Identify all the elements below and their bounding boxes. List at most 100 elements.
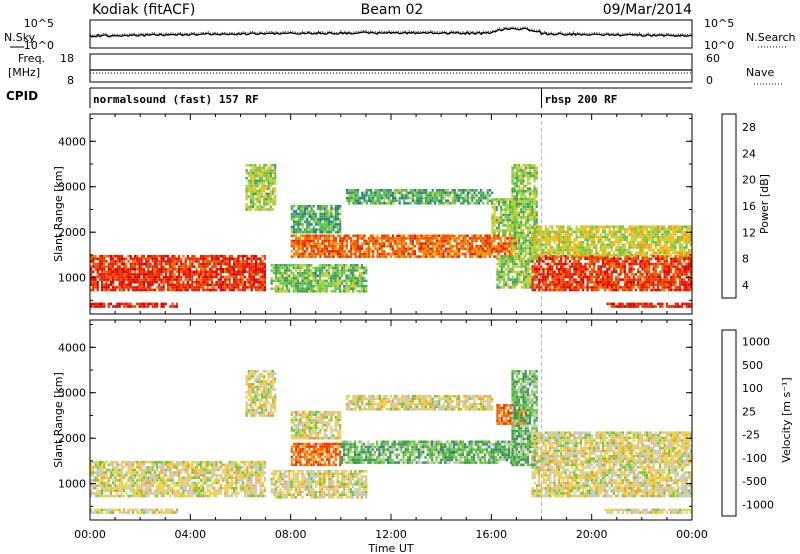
data-cell	[557, 288, 561, 292]
data-cell	[345, 264, 348, 267]
data-cell	[376, 237, 379, 240]
data-cell	[398, 237, 401, 240]
data-cell	[374, 247, 377, 251]
data-cell	[405, 191, 408, 195]
data-cell	[336, 210, 340, 213]
data-cell	[332, 220, 335, 224]
data-cell	[400, 189, 403, 192]
data-cell	[142, 280, 145, 284]
data-cell	[632, 257, 635, 261]
data-cell	[336, 230, 340, 234]
data-cell	[306, 207, 309, 211]
data-cell	[531, 257, 534, 261]
data-cell	[641, 260, 644, 263]
data-cell	[568, 267, 572, 271]
data-cell	[416, 239, 419, 243]
data-cell	[615, 278, 618, 281]
data-cell	[557, 280, 561, 284]
data-cell	[497, 203, 501, 206]
data-cell	[604, 235, 607, 239]
data-cell	[347, 287, 350, 290]
data-cell	[670, 288, 673, 292]
data-cell	[496, 286, 499, 289]
data-cell	[608, 302, 611, 306]
data-cell	[321, 228, 324, 231]
data-cell	[610, 248, 613, 252]
data-cell	[584, 257, 587, 261]
data-cell	[352, 287, 355, 290]
data-cell	[425, 199, 428, 202]
data-cell	[546, 233, 550, 236]
data-cell	[420, 255, 423, 258]
data-cell	[579, 225, 583, 228]
data-cell	[245, 205, 248, 209]
data-cell	[208, 260, 211, 263]
data-cell	[466, 244, 469, 248]
data-cell	[204, 260, 207, 263]
data-cell	[356, 202, 359, 205]
data-cell	[566, 280, 569, 284]
data-cell	[533, 267, 536, 271]
data-cell	[336, 252, 340, 256]
data-cell	[288, 290, 291, 293]
data-cell	[462, 237, 465, 240]
data-cell	[343, 264, 346, 267]
data-cell	[553, 270, 556, 274]
data-cell	[659, 270, 662, 274]
data-cell	[138, 257, 141, 261]
data-cell	[477, 255, 480, 258]
data-cell	[586, 262, 589, 266]
data-cell	[361, 234, 364, 238]
data-cell	[529, 197, 532, 201]
data-cell	[575, 254, 578, 257]
data-cell	[683, 283, 686, 287]
data-cell	[348, 196, 351, 200]
data-cell	[219, 283, 222, 287]
data-cell	[449, 255, 452, 258]
data-cell	[553, 280, 556, 284]
data-cell	[542, 267, 545, 271]
data-cell	[486, 247, 489, 251]
data-cell	[255, 286, 258, 289]
data-cell	[527, 280, 530, 284]
data-cell	[564, 248, 567, 252]
data-cell	[369, 250, 373, 253]
data-cell	[182, 270, 185, 274]
data-cell	[312, 225, 315, 229]
data-cell	[310, 244, 313, 248]
data-cell	[162, 305, 165, 308]
data-cell	[630, 267, 633, 271]
data-cell	[599, 238, 602, 241]
data-cell	[621, 225, 624, 228]
data-cell	[551, 265, 554, 268]
data-cell	[136, 260, 139, 263]
data-cell	[544, 246, 547, 249]
data-cell	[178, 280, 181, 284]
data-cell	[643, 270, 646, 274]
data-cell	[610, 254, 613, 257]
data-cell	[438, 239, 441, 243]
data-cell	[374, 242, 377, 245]
data-cell	[626, 254, 629, 258]
data-cell	[637, 241, 640, 244]
data-cell	[531, 280, 534, 284]
data-cell	[310, 250, 313, 253]
data-cell	[610, 302, 613, 306]
data-cell	[248, 275, 251, 279]
data-cell	[274, 174, 277, 177]
data-cell	[260, 187, 264, 190]
data-cell	[535, 171, 538, 175]
data-cell	[455, 247, 458, 251]
data-cell	[352, 277, 355, 280]
data-cell	[453, 199, 456, 202]
data-cell	[301, 223, 304, 226]
data-cell	[323, 250, 326, 253]
data-cell	[641, 267, 644, 271]
data-cell	[193, 286, 196, 289]
data-cell	[173, 286, 176, 289]
data-cell	[533, 179, 536, 183]
data-cell	[142, 278, 145, 281]
data-cell	[460, 244, 463, 248]
data-cell	[272, 266, 275, 270]
data-cell	[566, 286, 569, 289]
